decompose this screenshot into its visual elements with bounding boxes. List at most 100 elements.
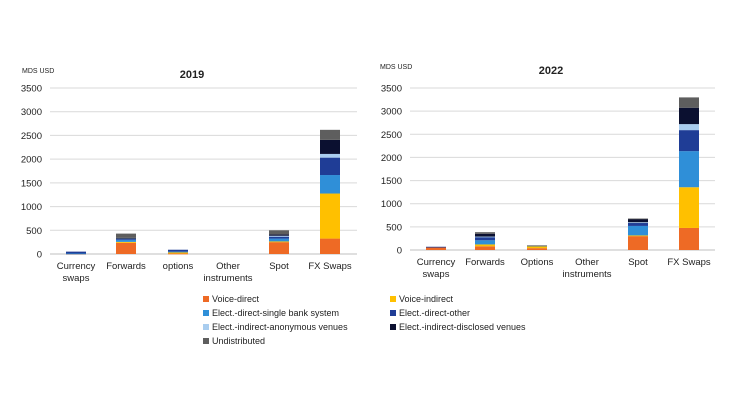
y-tick-label: 2000: [21, 155, 42, 166]
chart-title: 2019: [180, 69, 204, 81]
y-tick-label: 500: [386, 222, 402, 233]
bar-segment: [679, 97, 699, 108]
bar-segment: [66, 251, 86, 254]
x-tick-label: Other: [575, 257, 599, 268]
y-tick-label: 3500: [381, 84, 402, 95]
bar-segment: [269, 235, 289, 237]
bar-segment: [527, 248, 547, 250]
y-tick-label: 2000: [381, 153, 402, 164]
x-tick-label: Spot: [628, 257, 648, 268]
bar-segment: [679, 187, 699, 228]
x-tick-label: swaps: [423, 269, 450, 280]
bar-segment: [116, 237, 136, 239]
legend-swatch: [390, 310, 396, 316]
bar-segment: [320, 157, 340, 176]
bar-segment: [628, 236, 648, 250]
bar-segment: [320, 129, 340, 140]
chart-2019: MDS USD 2019 0 500 1000 1500 2000 2500 3000 3500 C…: [21, 68, 357, 284]
legend-label: Elect.-direct-other: [399, 308, 470, 318]
bar-segment: [679, 107, 699, 125]
bar-segment: [269, 234, 289, 236]
legend-item: Elect.-direct-single bank system: [203, 308, 339, 318]
bar-segment: [426, 246, 446, 248]
x-tick-label: Currency: [57, 261, 96, 272]
bar-segment: [168, 249, 188, 252]
bar-segment: [269, 236, 289, 239]
y-tick-label: 3000: [21, 107, 42, 118]
x-tick-label: options: [163, 261, 194, 272]
y-tick-label: 1500: [21, 178, 42, 189]
legend-label: Voice-indirect: [399, 294, 454, 304]
bar-segment: [116, 242, 136, 254]
y-tick-label: 3000: [381, 107, 402, 118]
chart-2022: MDS USD 2022 0 500 1000 1500 2000 2500 3000 3500 C…: [380, 64, 715, 280]
bar-segment: [628, 218, 648, 220]
x-tick-label: instruments: [203, 273, 252, 284]
legend-label: Elect.-indirect-anonymous venues: [212, 322, 348, 332]
chart-title: 2022: [539, 65, 563, 77]
legend-swatch: [203, 338, 209, 344]
legend-label: Undistributed: [212, 336, 265, 346]
bar-segment: [116, 239, 136, 241]
legend-label: Voice-direct: [212, 294, 260, 304]
y-tick-label: 1000: [21, 202, 42, 213]
x-tick-label: FX Swaps: [308, 261, 352, 272]
bar-segment: [269, 242, 289, 254]
bar-segment: [628, 218, 648, 223]
bar-segment: [269, 230, 289, 235]
y-tick-label: 2500: [381, 130, 402, 141]
bar-segment: [527, 245, 547, 247]
legend-item: Undistributed: [203, 336, 265, 346]
y-tick-label: 0: [37, 250, 42, 261]
y-tick-label: 1000: [381, 199, 402, 210]
bar-segment: [679, 130, 699, 152]
bar-segment: [475, 236, 495, 238]
bar-segment: [66, 253, 86, 255]
legend-swatch: [203, 324, 209, 330]
x-tick-label: Spot: [269, 261, 289, 272]
bar-segment: [320, 238, 340, 254]
y-tick-label: 3500: [21, 84, 42, 95]
bar-segment: [628, 222, 648, 226]
x-tick-label: swaps: [63, 273, 90, 284]
legend-swatch: [203, 296, 209, 302]
bar-segment: [168, 251, 188, 253]
legend: Voice-direct Voice-indirect Elect.-direct-…: [203, 294, 526, 346]
bar-segment: [475, 244, 495, 247]
bar-segment: [116, 238, 136, 240]
y-axis-unit-label: MDS USD: [22, 68, 54, 75]
legend-label: Elect.-indirect-disclosed venues: [399, 322, 526, 332]
legend-item: Voice-direct: [203, 294, 260, 304]
legend-item: Elect.-indirect-disclosed venues: [390, 322, 526, 332]
x-tick-label: Options: [521, 257, 554, 268]
bar-segment: [475, 246, 495, 250]
legend-item: Voice-indirect: [390, 294, 454, 304]
bar-segment: [168, 252, 188, 254]
bar-segment: [168, 253, 188, 255]
bar-segment: [679, 227, 699, 250]
y-tick-label: 500: [26, 226, 42, 237]
bar-segment: [475, 240, 495, 245]
x-tick-label: Other: [216, 261, 240, 272]
bar-segment: [320, 193, 340, 239]
x-tick-label: Currency: [417, 257, 456, 268]
bar-segment: [269, 241, 289, 243]
y-tick-label: 0: [397, 246, 402, 257]
y-tick-label: 1500: [381, 176, 402, 187]
bar-segment: [628, 235, 648, 237]
legend-label: Elect.-direct-single bank system: [212, 308, 339, 318]
bar-segment: [269, 238, 289, 242]
bar-segment: [320, 175, 340, 194]
bar-segment: [320, 153, 340, 158]
bar-segment: [475, 233, 495, 237]
bar-segment: [475, 232, 495, 234]
bar-segment: [628, 222, 648, 224]
bar-segment: [628, 225, 648, 236]
legend-swatch: [203, 310, 209, 316]
y-axis-unit-label: MDS USD: [380, 64, 412, 71]
bar-segment: [679, 124, 699, 131]
bar-segment: [475, 237, 495, 241]
legend-item: Elect.-indirect-anonymous venues: [203, 322, 348, 332]
legend-swatch: [390, 296, 396, 302]
